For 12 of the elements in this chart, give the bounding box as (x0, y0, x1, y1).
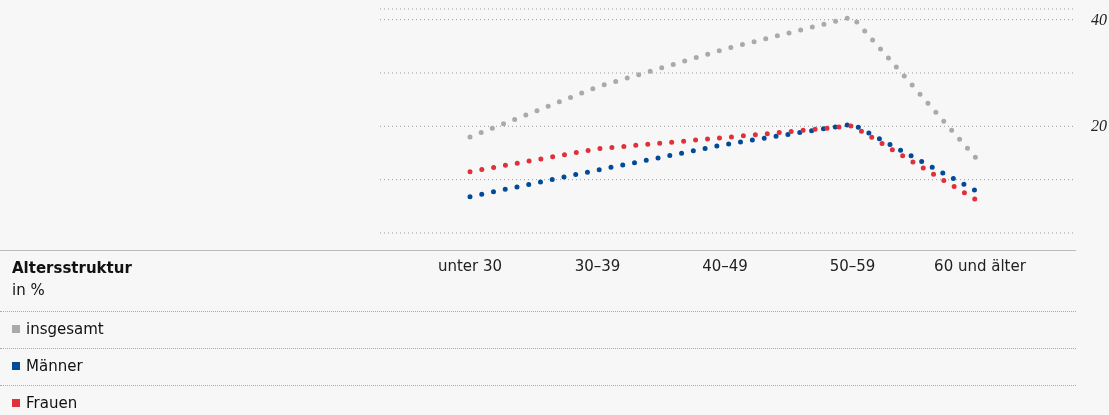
text: Altersstruktur (12, 258, 132, 279)
text: in % (12, 280, 46, 301)
x-tick-label: 40–49 (702, 257, 748, 275)
legend-label: insgesamt (26, 320, 104, 338)
legend-label: Frauen (26, 394, 78, 412)
x-tick-label: 30–39 (574, 257, 621, 275)
x-tick-label: 50–59 (829, 257, 876, 275)
legend-label: Männer (26, 357, 83, 375)
y-tick-label: 20 (1091, 117, 1107, 135)
y-tick-label: 40 (1091, 10, 1107, 28)
x-tick-label: 60 und älter (934, 257, 1027, 275)
x-tick-label: unter 30 (437, 257, 503, 275)
